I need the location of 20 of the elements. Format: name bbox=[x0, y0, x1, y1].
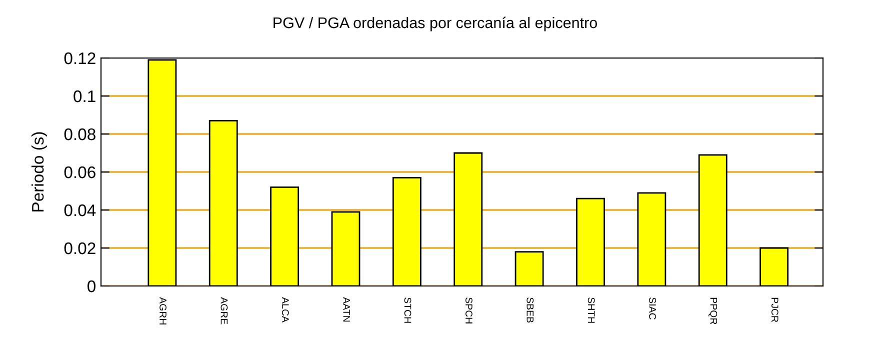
y-tick-label: 0.08 bbox=[64, 128, 96, 140]
chart-title: PGV / PGA ordenadas por cercanía al epicentro bbox=[274, 16, 598, 32]
y-tick-label: 0.06 bbox=[64, 166, 96, 178]
x-tick-label: ALCA bbox=[282, 297, 289, 322]
x-tick-label: AGRH bbox=[160, 297, 166, 324]
x-tick-label: STCH bbox=[404, 298, 412, 323]
y-tick-label: 0.02 bbox=[64, 242, 96, 254]
y-tick-label: 0.1 bbox=[74, 90, 96, 102]
y-tick-label: 0.12 bbox=[64, 52, 96, 64]
x-tick-label: SPCH bbox=[466, 298, 472, 324]
y-axis-title: Periodo (s) bbox=[32, 132, 48, 212]
x-tick-label: PPQR bbox=[708, 298, 718, 324]
x-tick-label: SIAC bbox=[649, 298, 656, 320]
x-tick-label: SHTH bbox=[588, 298, 595, 323]
x-tick-label: AATN bbox=[343, 297, 350, 322]
x-tick-label: AGRE bbox=[220, 297, 228, 324]
y-tick-label: 0 bbox=[88, 280, 96, 292]
y-tick-label: 0.04 bbox=[64, 204, 96, 216]
x-tick-label: PJCR bbox=[771, 298, 778, 322]
x-tick-label: SBEB bbox=[526, 298, 534, 323]
